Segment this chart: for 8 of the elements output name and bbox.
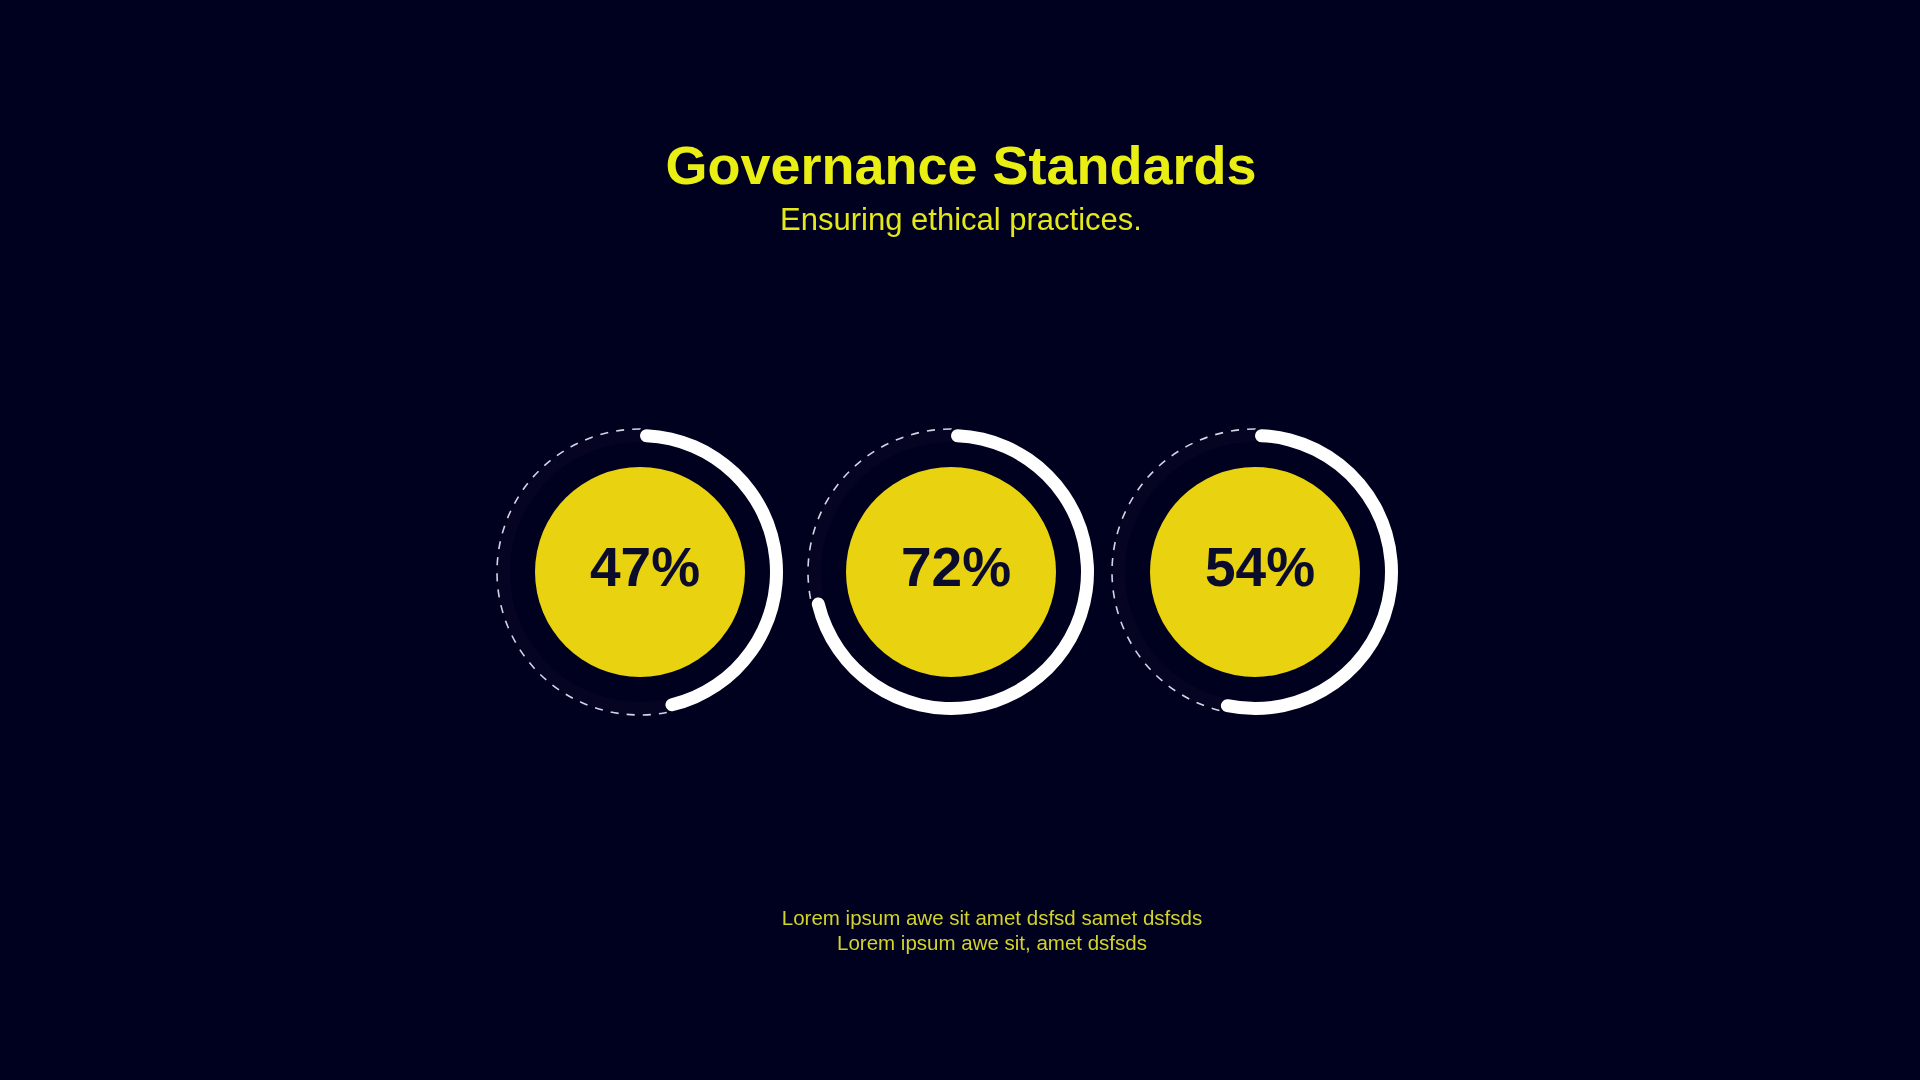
chart-subtitle: Ensuring ethical practices. [780,202,1142,237]
text: Lorem ipsum awe sit, amet dsfsds [837,931,1147,954]
data-label: 47% [589,536,701,598]
data-label: 54% [1204,536,1316,598]
text: Lorem ipsum awe sit amet dsfsd samet dsfsds [781,906,1203,929]
chart-title: Governance Standards [665,135,1257,195]
donut-slice [811,429,1094,715]
data-label: 72% [900,536,1012,598]
